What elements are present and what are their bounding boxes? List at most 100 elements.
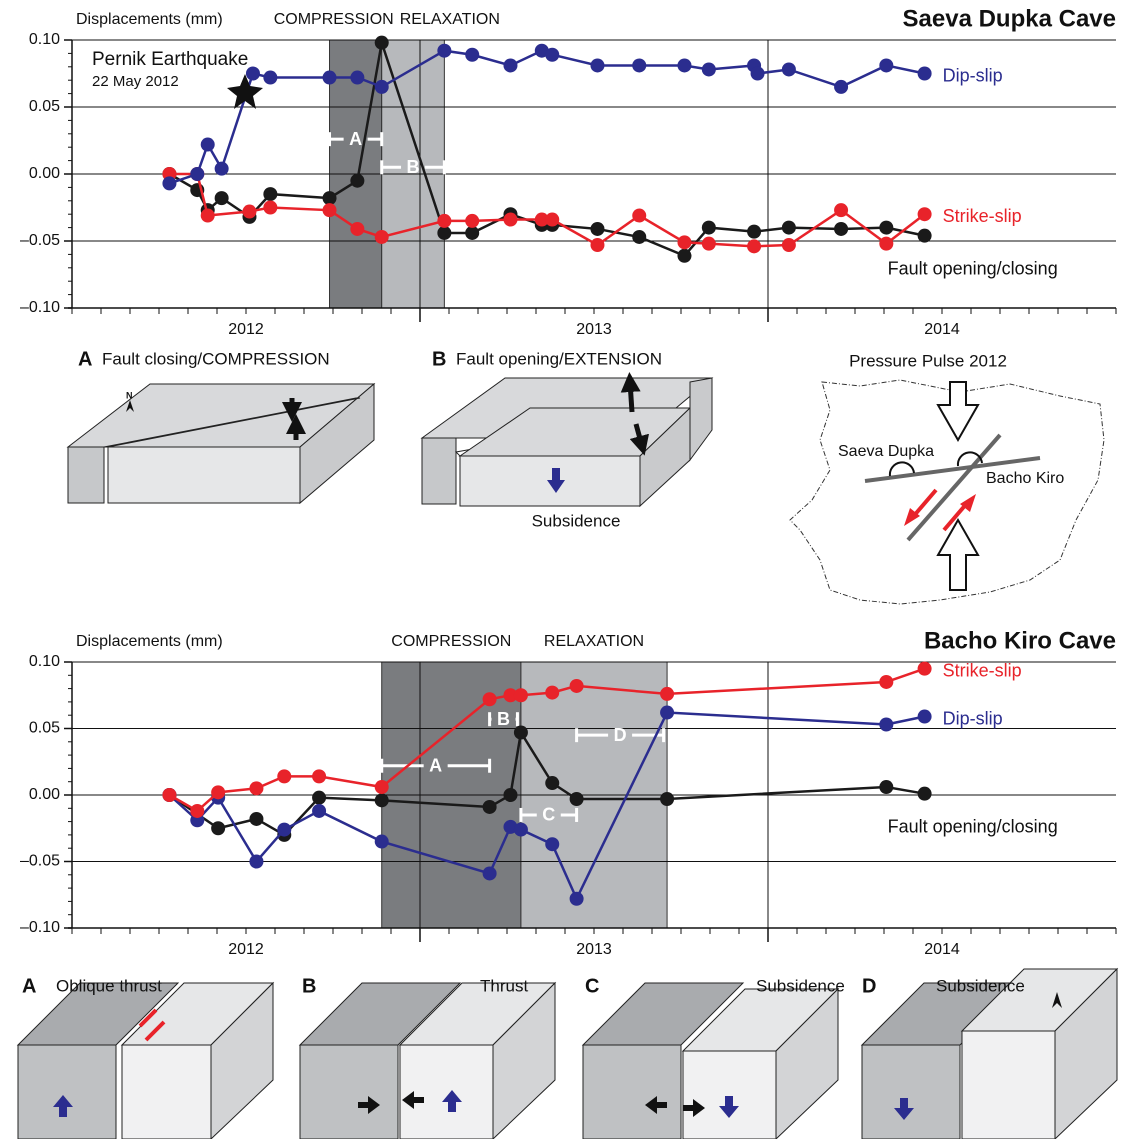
data-point	[747, 239, 761, 253]
data-point	[437, 214, 451, 228]
data-point	[514, 725, 528, 739]
interval-label: A	[429, 755, 442, 775]
data-point	[570, 679, 584, 693]
data-point	[545, 776, 559, 790]
panel-title: Fault closing/COMPRESSION	[102, 349, 330, 368]
data-point	[834, 222, 848, 236]
panel-title: Oblique thrust	[56, 976, 162, 995]
y-axis-label: Displacements (mm)	[76, 11, 223, 28]
data-point	[747, 225, 761, 239]
data-point	[514, 688, 528, 702]
y-tick-label: –0.05	[20, 232, 60, 249]
data-point	[263, 187, 277, 201]
panel-letter: A	[78, 348, 92, 370]
x-tick-label: 2014	[924, 941, 960, 958]
data-point	[918, 67, 932, 81]
data-point	[201, 138, 215, 152]
data-point	[879, 221, 893, 235]
data-point	[215, 191, 229, 205]
data-point	[545, 686, 559, 700]
data-point	[483, 800, 497, 814]
data-point	[782, 238, 796, 252]
data-point	[782, 221, 796, 235]
data-point	[375, 780, 389, 794]
data-point	[632, 209, 646, 223]
data-point	[660, 687, 674, 701]
block-front	[683, 1051, 776, 1139]
x-tick-label: 2013	[576, 321, 612, 338]
data-point	[879, 780, 893, 794]
data-point	[702, 221, 716, 235]
block-front	[583, 1045, 681, 1139]
data-point	[375, 230, 389, 244]
y-tick-label: 0.10	[29, 653, 60, 670]
data-point	[162, 176, 176, 190]
figure: –0.10–0.050.000.050.10201220132014ABDisp…	[0, 0, 1126, 1139]
data-point	[375, 36, 389, 50]
data-point	[375, 835, 389, 849]
data-point	[211, 821, 225, 835]
block-front	[962, 1031, 1055, 1139]
interval-label: C	[542, 805, 555, 825]
data-point	[677, 249, 691, 263]
block-diagram-a: N	[68, 384, 374, 503]
x-tick-label: 2012	[228, 941, 264, 958]
data-point	[437, 44, 451, 58]
panel-note: Subsidence	[532, 511, 621, 530]
band-label: RELAXATION	[400, 11, 500, 28]
panel-title: Subsidence	[756, 976, 845, 995]
panel-letter: B	[302, 975, 316, 997]
interval-label: B	[407, 157, 420, 177]
data-point	[323, 71, 337, 85]
y-tick-label: 0.05	[29, 98, 60, 115]
data-point	[782, 62, 796, 76]
data-point	[879, 237, 893, 251]
north-label: N	[126, 390, 133, 400]
data-point	[465, 226, 479, 240]
block-diagram-b	[422, 378, 712, 506]
data-point	[350, 71, 364, 85]
data-point	[375, 80, 389, 94]
data-point	[632, 58, 646, 72]
data-point	[263, 71, 277, 85]
data-point	[190, 167, 204, 181]
map-label: Bacho Kiro	[986, 470, 1064, 487]
data-point	[277, 769, 291, 783]
data-point	[215, 162, 229, 176]
interval-label: A	[349, 129, 362, 149]
map-title: Pressure Pulse 2012	[849, 351, 1007, 370]
data-point	[879, 718, 893, 732]
x-tick-label: 2014	[924, 321, 960, 338]
data-point	[242, 205, 256, 219]
data-point	[190, 804, 204, 818]
data-point	[437, 226, 451, 240]
block-front	[300, 1045, 398, 1139]
legend-label: Dip-slip	[943, 708, 1003, 728]
chart-title: Saeva Dupka Cave	[903, 5, 1116, 32]
data-point	[503, 788, 517, 802]
legend-label: Strike-slip	[943, 660, 1022, 680]
panel-letter: A	[22, 975, 36, 997]
panel-title: Thrust	[480, 976, 528, 995]
data-point	[312, 769, 326, 783]
y-tick-label: –0.05	[20, 853, 60, 870]
data-point	[702, 237, 716, 251]
data-point	[483, 866, 497, 880]
data-point	[677, 58, 691, 72]
panel-title: Subsidence	[936, 976, 1025, 995]
panel-letter: D	[862, 975, 876, 997]
y-tick-label: 0.10	[29, 31, 60, 48]
data-point	[918, 710, 932, 724]
data-point	[570, 792, 584, 806]
map	[790, 380, 1104, 604]
series-line	[169, 174, 924, 246]
block-front	[18, 1045, 116, 1139]
data-point	[834, 80, 848, 94]
data-point	[660, 706, 674, 720]
data-point	[350, 222, 364, 236]
data-point	[918, 662, 932, 676]
legend-label: Fault opening/closing	[888, 258, 1058, 278]
panel-title: Fault opening/EXTENSION	[456, 349, 662, 368]
data-point	[277, 823, 291, 837]
data-point	[249, 812, 263, 826]
